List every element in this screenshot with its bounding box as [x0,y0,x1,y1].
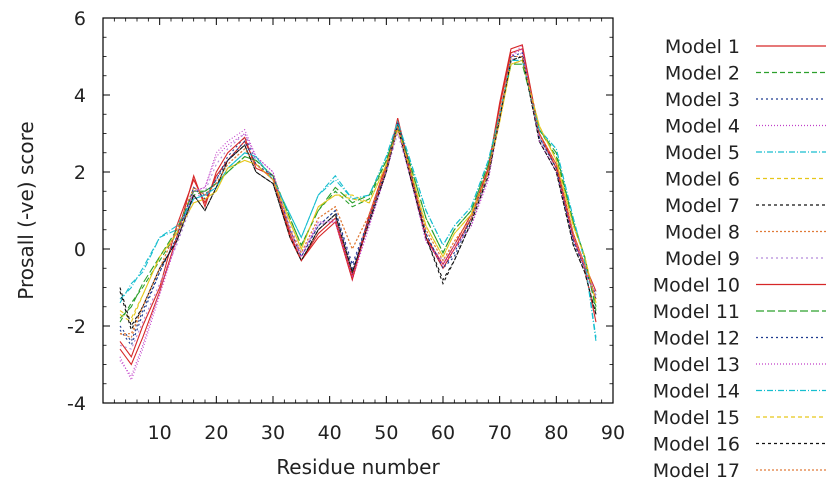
legend-label: Model 13 [653,354,740,376]
legend-entry-model-12: Model 12 [653,328,826,350]
x-tick-label: 40 [318,422,342,444]
legend-label: Model 12 [653,328,740,350]
series-line-model-4 [119,43,597,382]
legend-label: Model 14 [653,381,740,403]
y-tick-label: 4 [74,85,86,107]
y-tick-label: -4 [67,393,86,415]
legend-label: Model 1 [665,36,740,58]
y-tick-label: -2 [67,316,86,338]
legend-entry-model-10: Model 10 [653,275,826,297]
legend-entry-model-14: Model 14 [653,381,826,403]
legend-entry-model-15: Model 15 [653,407,826,429]
series-line-model-13 [119,47,597,378]
x-tick-label: 10 [148,422,172,444]
y-tick-label: 6 [74,8,86,30]
legend-entry-model-17: Model 17 [653,460,826,482]
x-tick-label: 70 [488,422,512,444]
legend-entry-model-8: Model 8 [665,222,826,244]
x-tick-label: 90 [601,422,625,444]
series-line-model-2 [119,59,597,323]
series-line-model-10 [119,44,597,366]
legend-entry-model-7: Model 7 [665,195,826,217]
series-line-model-11 [119,63,597,319]
legend-label: Model 17 [653,460,740,482]
legend-label: Model 5 [665,142,740,164]
legend-label: Model 8 [665,222,740,244]
series-layer [119,43,597,382]
legend: Model 1 Model 2 Model 3 Model 4 Model 5 Model… [653,36,826,482]
series-line-model-15 [119,59,597,323]
x-tick-label: 20 [204,422,228,444]
legend-label: Model 7 [665,195,740,217]
legend-entry-model-9: Model 9 [665,248,826,270]
legend-label: Model 6 [665,169,740,191]
x-tick-label: 30 [261,422,285,444]
legend-entry-model-2: Model 2 [665,63,826,85]
legend-label: Model 4 [665,116,740,138]
series-line-model-8 [119,55,597,339]
legend-entry-model-13: Model 13 [653,354,826,376]
legend-label: Model 10 [653,275,740,297]
y-tick-label: 2 [74,162,86,184]
legend-entry-model-16: Model 16 [653,434,826,456]
legend-entry-model-5: Model 5 [665,142,826,164]
legend-label: Model 2 [665,63,740,85]
y-tick-label: 0 [74,239,86,261]
legend-entry-model-4: Model 4 [665,116,826,138]
x-tick-label: 50 [374,422,398,444]
legend-label: Model 9 [665,248,740,270]
legend-entry-model-11: Model 11 [653,301,826,323]
x-tick-label: 60 [431,422,455,444]
series-line-model-16 [119,55,597,332]
y-axis-label: Prosall (-ve) score [14,121,38,299]
series-line-model-6 [119,59,597,320]
legend-label: Model 3 [665,89,740,111]
series-line-model-7 [119,55,597,328]
legend-label: Model 11 [653,301,740,323]
series-line-model-17 [120,55,597,335]
plot-frame [102,17,614,404]
x-tick-label: 80 [544,422,568,444]
legend-entry-model-3: Model 3 [665,89,826,111]
legend-label: Model 16 [653,434,740,456]
x-axis-label: Residue number [276,455,440,479]
legend-entry-model-6: Model 6 [665,169,826,191]
series-line-model-14 [119,59,597,338]
legend-label: Model 15 [653,407,740,429]
axis-ticks: 10 20 30 40 50 60 70 80 90 -4 -2 0 2 4 6 [67,8,625,444]
legend-entry-model-1: Model 1 [665,36,826,58]
